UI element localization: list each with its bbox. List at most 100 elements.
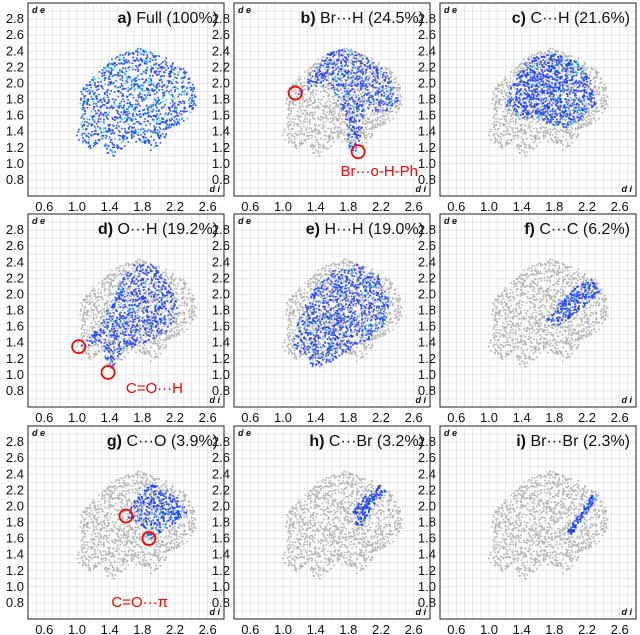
reference-point xyxy=(519,118,521,120)
contact-point xyxy=(583,72,585,75)
contact-point xyxy=(148,81,150,83)
panel-title: a) Full (100%) xyxy=(118,10,218,27)
contact-point xyxy=(126,113,129,116)
reference-point xyxy=(345,58,348,61)
reference-point xyxy=(384,122,386,125)
reference-point xyxy=(309,92,312,94)
contact-point xyxy=(122,58,124,61)
contact-point xyxy=(337,49,340,52)
reference-point xyxy=(580,75,582,78)
contact-point xyxy=(103,74,106,77)
contact-point xyxy=(97,133,99,136)
contact-point xyxy=(376,99,379,101)
reference-point xyxy=(369,74,371,77)
contact-point xyxy=(132,108,135,111)
reference-point xyxy=(346,116,348,118)
reference-point xyxy=(308,135,311,137)
reference-point xyxy=(288,106,290,109)
contact-point xyxy=(185,92,188,95)
reference-point xyxy=(571,134,574,137)
contact-point xyxy=(181,87,184,89)
reference-point xyxy=(292,103,294,105)
contact-point xyxy=(172,100,174,103)
contact-point xyxy=(116,90,119,92)
reference-point xyxy=(381,122,384,125)
contact-point xyxy=(359,82,362,84)
reference-point xyxy=(523,106,526,109)
contact-point xyxy=(169,119,171,122)
reference-point xyxy=(349,62,352,64)
reference-point xyxy=(352,130,354,133)
contact-point xyxy=(354,100,357,103)
reference-point xyxy=(351,124,353,127)
x-tick-label: 1.4 xyxy=(307,199,325,214)
reference-point xyxy=(576,60,578,62)
reference-point xyxy=(328,67,330,69)
contact-point xyxy=(137,64,140,67)
reference-point xyxy=(382,120,385,123)
contact-point xyxy=(174,121,176,124)
contact-point xyxy=(366,100,368,102)
reference-point xyxy=(590,119,593,121)
contact-point xyxy=(169,74,172,77)
contact-point xyxy=(337,58,340,61)
contact-point xyxy=(170,82,173,84)
contact-point xyxy=(374,106,377,109)
reference-point xyxy=(329,108,331,111)
contact-point xyxy=(103,99,106,101)
contact-point xyxy=(104,77,107,79)
reference-point xyxy=(501,84,504,86)
contact-point xyxy=(136,100,139,103)
contact-point xyxy=(159,101,162,104)
reference-point xyxy=(328,106,331,109)
reference-point xyxy=(595,85,597,88)
reference-point xyxy=(298,108,301,110)
contact-point xyxy=(93,130,96,133)
reference-point xyxy=(530,138,533,141)
reference-point xyxy=(287,126,289,129)
reference-point xyxy=(358,84,361,86)
contact-point xyxy=(90,134,93,137)
contact-point xyxy=(137,47,140,50)
contact-point xyxy=(158,117,160,120)
reference-point xyxy=(531,134,534,137)
reference-point xyxy=(512,135,515,137)
contact-point xyxy=(183,107,186,110)
reference-point xyxy=(572,106,575,108)
reference-point xyxy=(505,82,508,84)
reference-point xyxy=(586,66,589,69)
reference-point xyxy=(309,144,312,147)
reference-point xyxy=(535,62,538,65)
reference-point xyxy=(554,49,556,52)
reference-point xyxy=(541,125,543,128)
contact-point xyxy=(98,88,100,91)
reference-point xyxy=(520,130,523,132)
reference-point xyxy=(307,69,310,71)
contact-point xyxy=(344,69,347,72)
reference-point xyxy=(371,122,374,124)
reference-point xyxy=(596,89,598,92)
reference-point xyxy=(600,77,602,80)
contact-point xyxy=(135,49,138,52)
reference-point xyxy=(339,126,341,129)
reference-point xyxy=(559,140,562,142)
reference-point xyxy=(567,100,570,102)
contact-point xyxy=(122,138,125,140)
contact-point xyxy=(88,143,91,146)
reference-point xyxy=(540,93,543,96)
contact-point xyxy=(350,82,352,85)
reference-point xyxy=(325,62,328,64)
reference-point xyxy=(523,116,525,119)
reference-point xyxy=(328,136,331,138)
contact-point xyxy=(347,55,350,58)
reference-point xyxy=(371,134,373,137)
contact-point xyxy=(352,133,355,136)
reference-point xyxy=(530,107,532,109)
reference-point xyxy=(585,119,587,122)
reference-point xyxy=(522,58,525,61)
contact-point xyxy=(171,105,174,108)
contact-point xyxy=(336,74,339,76)
contact-point xyxy=(114,116,117,119)
contact-point xyxy=(158,126,161,129)
contact-point xyxy=(102,87,104,90)
